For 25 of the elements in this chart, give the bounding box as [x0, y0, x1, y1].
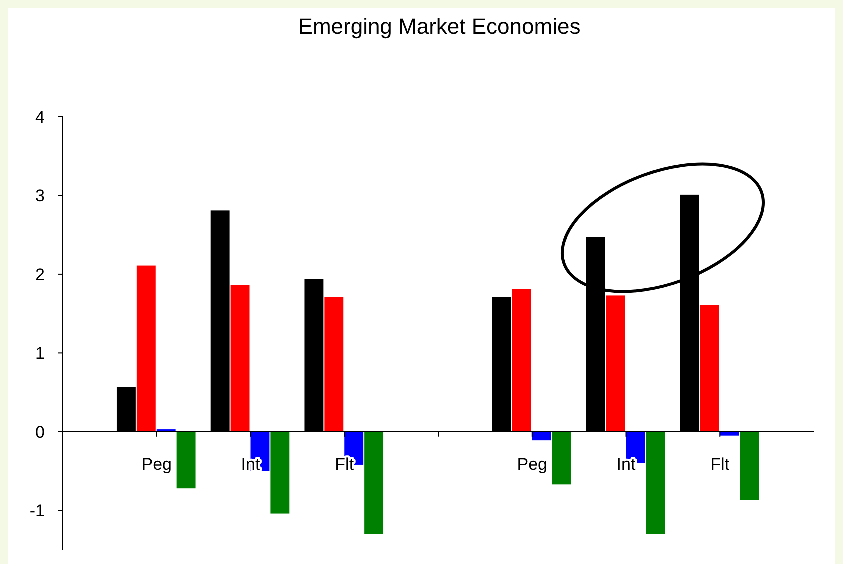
- y-tick-label: 1: [36, 344, 45, 364]
- x-tick-label: Int: [616, 454, 636, 474]
- chart-title: Emerging Market Economies: [298, 14, 581, 39]
- bar: [740, 432, 760, 500]
- bar: [646, 432, 666, 534]
- x-tick-label: Flt: [335, 454, 354, 474]
- bar: [512, 289, 532, 432]
- x-tick-label: Peg: [142, 454, 172, 474]
- bar: [364, 432, 384, 534]
- y-tick-label: -1: [30, 502, 45, 521]
- bar: [270, 432, 290, 514]
- y-tick-label: 3: [36, 186, 45, 206]
- y-tick-label: 0: [36, 422, 45, 442]
- bar: [136, 266, 156, 432]
- bar: [700, 305, 720, 432]
- bar: [324, 297, 344, 432]
- bar: [230, 285, 250, 432]
- x-tick-label: Peg: [517, 454, 548, 474]
- bar: [176, 432, 196, 489]
- bar: [552, 432, 572, 485]
- bar: [606, 296, 626, 432]
- y-tick-label: 4: [36, 108, 45, 127]
- x-tick-label: Flt: [710, 454, 730, 474]
- bar: [532, 432, 552, 441]
- y-tick-label: 2: [36, 265, 45, 284]
